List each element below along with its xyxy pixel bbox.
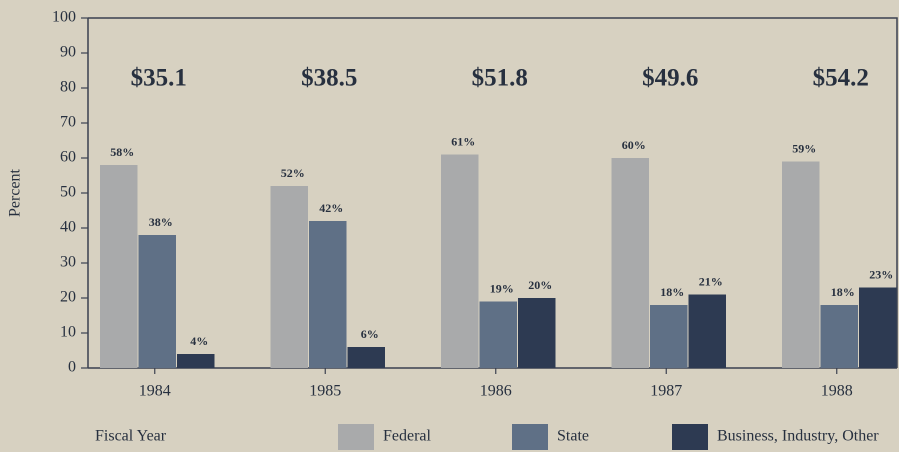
value-label: 59% <box>792 141 816 155</box>
value-label: 20% <box>528 278 552 292</box>
bar <box>441 154 479 368</box>
bar <box>479 301 517 368</box>
total-annotation: $51.8 <box>472 65 528 92</box>
frame <box>88 17 898 368</box>
x-tick-label: 1988 <box>821 383 853 400</box>
legend-swatch <box>672 424 708 450</box>
bar <box>518 298 556 368</box>
legend-swatch <box>338 424 374 450</box>
y-tick-label: 70 <box>60 114 76 131</box>
value-label: 42% <box>319 201 343 215</box>
x-tick-label: 1987 <box>650 383 682 400</box>
x-axis-label: Fiscal Year <box>95 428 167 445</box>
y-tick-label: 90 <box>60 44 76 61</box>
y-tick-label: 100 <box>52 9 76 26</box>
value-label: 38% <box>149 215 173 229</box>
y-tick-label: 80 <box>60 79 76 96</box>
y-axis-label: Percent <box>7 168 24 217</box>
legend-label: Federal <box>383 428 432 445</box>
value-label: 60% <box>622 138 646 152</box>
value-label: 23% <box>869 267 893 281</box>
y-tick-label: 50 <box>60 184 76 201</box>
bar <box>859 287 897 368</box>
bar <box>611 158 649 368</box>
bar <box>138 235 176 368</box>
bar <box>100 165 138 368</box>
x-tick-label: 1985 <box>309 383 341 400</box>
bar <box>347 347 385 368</box>
total-annotation: $54.2 <box>813 65 869 92</box>
legend-label: State <box>557 428 589 445</box>
value-label: 52% <box>281 166 305 180</box>
y-tick-label: 0 <box>68 359 76 376</box>
legend-swatch <box>512 424 548 450</box>
y-tick-label: 20 <box>60 289 76 306</box>
value-label: 4% <box>190 334 208 348</box>
bar <box>650 305 688 368</box>
y-tick-label: 10 <box>60 324 76 341</box>
y-tick-label: 60 <box>60 149 76 166</box>
total-annotation: $35.1 <box>131 65 187 92</box>
bar <box>270 186 308 368</box>
value-label: 61% <box>451 134 475 148</box>
bar <box>177 354 215 368</box>
total-annotation: $49.6 <box>642 65 698 92</box>
bar <box>782 161 820 368</box>
total-annotation: $38.5 <box>301 65 357 92</box>
legend-label: Business, Industry, Other <box>717 428 879 445</box>
value-label: 18% <box>831 285 855 299</box>
x-tick-label: 1986 <box>480 383 512 400</box>
bar <box>688 294 726 368</box>
x-tick-label: 1984 <box>139 383 171 400</box>
value-label: 6% <box>361 327 379 341</box>
y-tick-label: 30 <box>60 254 76 271</box>
value-label: 58% <box>110 145 134 159</box>
value-label: 19% <box>490 281 514 295</box>
y-tick-label: 40 <box>60 219 76 236</box>
bar <box>820 305 858 368</box>
value-label: 18% <box>660 285 684 299</box>
bar <box>309 221 347 368</box>
value-label: 21% <box>699 274 723 288</box>
